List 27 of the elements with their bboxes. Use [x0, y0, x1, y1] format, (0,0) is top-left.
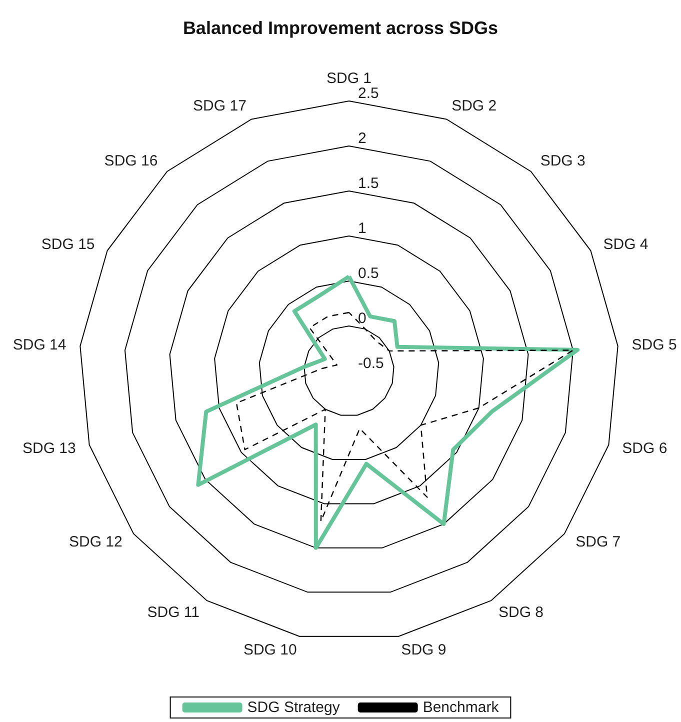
spoke-label: SDG 2 [452, 98, 497, 115]
spoke-label: SDG 13 [22, 440, 76, 458]
spoke-label: SDG 8 [498, 604, 544, 621]
spoke-label: SDG 16 [104, 152, 158, 170]
spoke-label: SDG 12 [69, 534, 122, 551]
y-tick-label: -0.5 [358, 355, 384, 372]
spoke-label: SDG 14 [12, 336, 66, 354]
spoke-label: SDG 5 [632, 336, 677, 354]
legend-label: SDG Strategy [247, 699, 340, 716]
spoke-label: SDG 6 [622, 440, 668, 458]
spoke-label: SDG 17 [193, 98, 246, 115]
spoke-label: SDG 7 [576, 534, 621, 551]
spoke-label: SDG 10 [243, 642, 297, 659]
spoke-label: SDG 4 [603, 236, 648, 253]
y-tick-label: 2.5 [358, 85, 379, 102]
spoke-label: SDG 1 [326, 70, 372, 88]
chart-title: Balanced Improvement across SDGs [182, 18, 498, 38]
y-tick-label: 2 [358, 130, 366, 147]
y-tick-label: 1.5 [358, 175, 379, 192]
spoke-label: SDG 11 [147, 604, 200, 621]
legend-label: Benchmark [422, 699, 500, 716]
y-tick-label: 1 [358, 220, 366, 237]
spoke-label: SDG 15 [41, 236, 95, 253]
spoke-label: SDG 3 [540, 152, 586, 170]
y-tick-label: 0.5 [358, 265, 379, 282]
y-tick-label: 0 [358, 310, 366, 327]
spoke-label: SDG 9 [401, 642, 446, 659]
